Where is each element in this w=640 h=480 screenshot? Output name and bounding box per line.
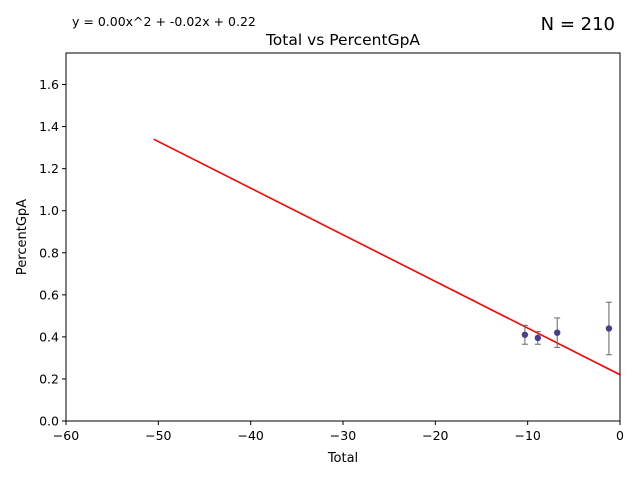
x-tick-label: 0	[616, 428, 624, 443]
data-point-group-2	[554, 317, 561, 348]
x-axis-label: Total	[327, 451, 358, 466]
x-tick-label: −40	[237, 428, 263, 443]
y-tick-label: 1.0	[39, 203, 59, 218]
x-tick-label: −30	[330, 428, 356, 443]
y-axis: 0.0 0.2 0.4 0.6 0.8 1.0 1.2 1.4 1.6	[39, 77, 66, 429]
axes-frame	[65, 52, 621, 422]
x-tick-label: −10	[514, 428, 540, 443]
y-tick-label: 1.4	[39, 119, 59, 134]
y-axis-label: PercentGpA	[15, 199, 30, 275]
sample-size-label: N = 210	[541, 14, 615, 35]
y-tick-label: 0.0	[39, 414, 59, 429]
fit-line	[153, 138, 621, 376]
plot-area	[153, 138, 621, 376]
data-point	[534, 334, 542, 342]
y-tick-label: 0.4	[39, 329, 59, 344]
data-point-group-0	[521, 324, 529, 345]
y-tick-label: 0.2	[39, 371, 59, 386]
x-axis: −60 −50 −40 −30 −20 −10 0	[53, 421, 624, 443]
x-tick-label: −20	[422, 428, 448, 443]
data-point-group-1	[534, 331, 542, 345]
data-point	[605, 325, 613, 332]
y-tick-label: 1.6	[39, 77, 59, 92]
x-tick-label: −50	[145, 428, 171, 443]
y-tick-label: 1.2	[39, 161, 59, 176]
y-tick-label: 0.6	[39, 287, 59, 302]
data-point-group-3	[605, 301, 613, 356]
fit-equation: y = 0.00x^2 + -0.02x + 0.22	[72, 14, 256, 29]
y-tick-label: 0.8	[39, 245, 59, 260]
data-point	[521, 331, 529, 338]
chart-title: Total vs PercentGpA	[265, 31, 420, 49]
data-point	[554, 329, 561, 336]
x-tick-label: −60	[53, 428, 79, 443]
